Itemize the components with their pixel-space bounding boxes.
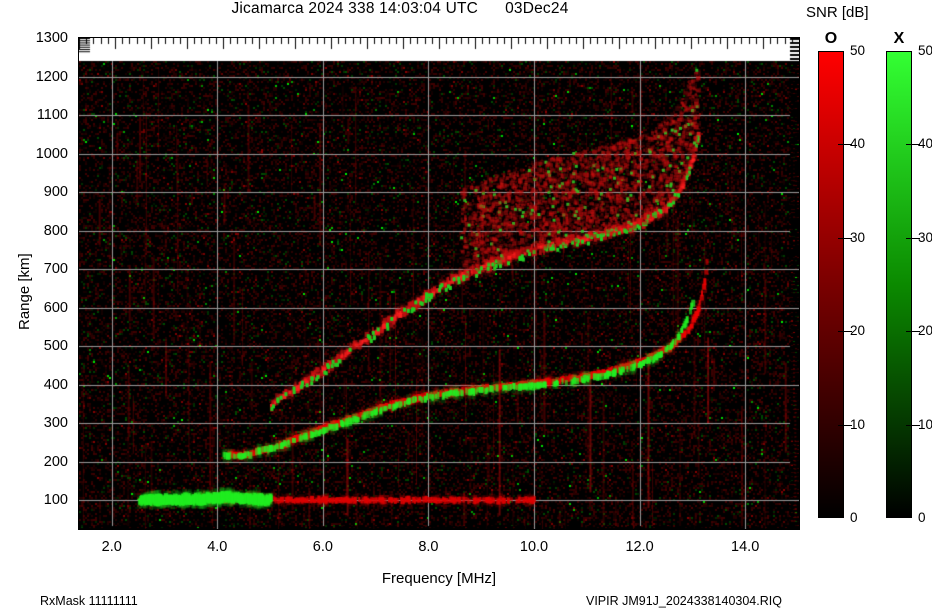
y-tick-label: 600 [43,299,68,316]
colorbar-x-letter: X [893,30,905,47]
colorbar-tick-label: 0 [850,510,858,525]
y-tick-label: 900 [43,184,68,201]
colorbar-tick-label: 40 [918,136,932,152]
y-tick-label: 1000 [35,145,68,162]
y-tick-label: 700 [43,261,68,278]
y-tick-label: 1300 [35,30,68,46]
colorbar-tick-label: 20 [918,323,932,339]
ionogram-canvas[interactable] [79,38,799,529]
colorbar-tick-label: 10 [918,416,932,432]
colorbar-tick-dash [838,425,852,426]
colorbar-tick-dash [906,144,920,145]
x-tick-label: 2.0 [101,539,122,555]
y-tick-label: 400 [43,376,68,393]
y-tick-label: 1100 [36,107,68,124]
colorbar-tick-label: 30 [918,229,932,245]
y-tick-label: 800 [43,222,68,239]
x-axis-label: Frequency [MHz] [381,570,497,587]
colorbar-tick-dash [838,331,852,332]
colorbar-tick-label: 40 [850,136,866,152]
x-tick-label: 10.0 [519,539,549,555]
colorbar-tick-label: 30 [850,229,866,245]
colorbar-tick-label: 10 [850,416,866,432]
colorbar-o-letter: O [824,30,838,47]
x-tick-label: 6.0 [312,539,333,555]
colorbar-tick-label: 50 [850,43,866,58]
colorbar-tick-dash [906,238,920,239]
colorbar-tick-dash [906,425,920,426]
colorbar-title: SNR [dB] [806,4,869,21]
colorbar-x-gradient [886,51,912,518]
colorbar-tick-dash [838,238,852,239]
y-tick-label: 200 [43,453,68,470]
y-tick-label: 100 [43,492,68,509]
x-tick-label: 4.0 [207,539,228,555]
y-tick-label: 300 [43,415,68,432]
y-tick-label: 1200 [35,68,68,85]
x-tick-label: 14.0 [731,539,760,555]
y-tick-label: 500 [43,338,68,355]
colorbar-tick-label: 20 [850,323,866,339]
page-title: Jicamarca 2024 338 14:03:04 UTC 03Dec24 [231,0,569,17]
rxmask-label: RxMask 11111111 [40,594,138,608]
x-tick-label: 8.0 [418,539,439,555]
colorbar-o-gradient [818,51,844,518]
colorbar-tick-dash [906,331,920,332]
x-tick-label: 12.0 [625,539,654,555]
ionogram-plot-area[interactable] [78,37,800,530]
colorbar-tick-dash [838,144,852,145]
file-info-label: VIPIR JM91J_2024338140304.RIQ [586,594,782,608]
colorbar-tick-label: 50 [918,43,932,58]
colorbar-tick-label: 0 [918,510,926,525]
